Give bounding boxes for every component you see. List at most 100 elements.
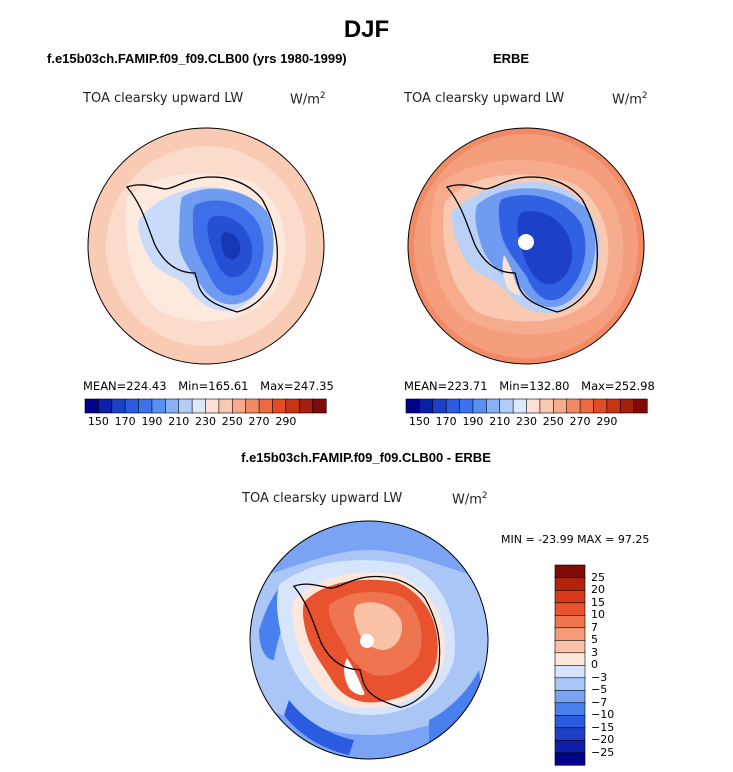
panel-1-min-label: Min=	[178, 379, 209, 393]
panel-3-colorbar-swatch	[554, 614, 586, 629]
panel-1-mean-label: MEAN=	[83, 379, 127, 393]
panel-2-colorbar-swatch	[419, 398, 434, 414]
panel-2-colorbar-swatch	[606, 398, 621, 414]
panel-1-colorbar-swatch	[191, 398, 207, 414]
panel-1-map	[87, 127, 325, 365]
panel-3-minmax: MIN = -23.99 MAX = 97.25	[501, 533, 650, 546]
panel-1-colorbar-swatch	[272, 398, 287, 414]
panel-2-colorbar-swatch	[432, 398, 447, 414]
panel-1-max-label: Max=	[260, 379, 294, 393]
panel-2-colorbar-tick-label: 230	[516, 415, 537, 428]
panel-3-colorbar-tick-label: 25	[591, 570, 605, 584]
panel-1-colorbar-tick-label: 290	[275, 415, 297, 428]
panel-2-max-value: 252.98	[614, 379, 655, 393]
panel-3-colorbar-swatch	[554, 702, 586, 716]
panel-3-colorbar-tick-label: 15	[591, 595, 605, 609]
panel-1-colorbar-swatch	[165, 398, 180, 414]
panel-3-variable-label: TOA clearsky upward LW	[242, 491, 403, 506]
panel-2-map	[407, 127, 645, 365]
panel-1-colorbar-swatch	[258, 398, 274, 414]
panel-1-colorbar-swatch	[312, 398, 327, 414]
panel-2-min-value: 132.80	[529, 379, 570, 393]
panel-3-map	[249, 520, 489, 760]
panel-3-title: f.e15b03ch.FAMIP.f09_f09.CLB00 - ERBE	[241, 450, 491, 465]
panel-2-stats: MEAN=223.71 Min=132.80 Max=252.98	[404, 379, 655, 393]
panel-1-colorbar	[84, 398, 327, 414]
panel-3-colorbar-ticks: 25 20 15 10 7 5 3 0 −3 −5 −7 −10 −15 −20 −25	[591, 565, 631, 765]
panel-3-colorbar-swatch	[554, 664, 586, 679]
panel-1-stats: MEAN=224.43 Min=165.61 Max=247.35	[83, 379, 334, 393]
panel-3-colorbar-tick-label: 7	[591, 620, 598, 634]
panel-1-variable-label: TOA clearsky upward LW	[83, 91, 244, 106]
panel-2-colorbar-swatch	[499, 398, 514, 414]
panel-2-colorbar-tick-label: 250	[542, 415, 564, 428]
panel-1-min-value: 165.61	[208, 379, 249, 393]
panel-3-colorbar-tick-label: −20	[591, 733, 615, 746]
panel-2-colorbar-swatch	[566, 398, 581, 414]
panel-2-title: ERBE	[492, 51, 530, 66]
panel-1-colorbar-swatch	[151, 398, 166, 414]
panel-3-colorbar-tick-label: 3	[591, 645, 598, 659]
panel-2-mean-label: MEAN=	[404, 379, 448, 393]
panel-1-mean-value: 224.43	[126, 379, 167, 393]
panel-3-colorbar-swatch	[554, 639, 586, 654]
panel-3-colorbar-swatch	[554, 589, 586, 604]
panel-3-colorbar-swatch	[554, 739, 586, 754]
panel-3-colorbar-tick-label: −7	[591, 695, 608, 709]
panel-1-colorbar-swatch	[245, 398, 260, 414]
panel-2-colorbar-tick-label: 150	[408, 415, 430, 428]
panel-3-colorbar-swatch	[554, 689, 586, 704]
panel-3-colorbar-tick-label: −15	[591, 720, 615, 734]
panel-3-colorbar-swatch	[554, 727, 586, 741]
panel-2-colorbar-tick-label: 290	[596, 415, 618, 428]
panel-1-colorbar-swatch	[205, 398, 220, 414]
panel-3-colorbar-swatch	[554, 564, 586, 579]
panel-2-colorbar-swatch	[579, 398, 595, 414]
panel-3-colorbar-swatch	[554, 752, 586, 766]
panel-2-colorbar-swatch	[445, 398, 461, 414]
panel-1-colorbar-swatch	[84, 398, 99, 414]
panel-1-colorbar-swatch	[138, 398, 153, 414]
panel-3-colorbar	[554, 564, 586, 766]
panel-2-colorbar	[405, 398, 648, 414]
panel-3-colorbar-tick-label: 10	[591, 608, 605, 621]
panel-2-colorbar-swatch	[405, 398, 420, 414]
panel-1-colorbar-tick-label: 150	[87, 415, 109, 428]
panel-3-colorbar-swatch	[554, 652, 586, 666]
panel-3-colorbar-swatch	[554, 677, 586, 691]
panel-1-colorbar-tick-label: 230	[195, 415, 216, 428]
panel-3-colorbar-tick-label: 20	[591, 583, 605, 596]
panel-2-max-label: Max=	[581, 379, 615, 393]
panel-2-colorbar-tick-label: 190	[462, 415, 484, 428]
panel-1-colorbar-tick-label: 210	[168, 415, 190, 428]
panel-2-colorbar-tick-label: 170	[435, 415, 457, 428]
panel-1-title: f.e15b03ch.FAMIP.f09_f09.CLB00 (yrs 1980…	[47, 51, 347, 66]
panel-1-colorbar-swatch	[98, 398, 113, 414]
panel-2-colorbar-swatch	[512, 398, 528, 414]
figure-title: DJF	[343, 16, 390, 43]
panel-1-colorbar-swatch	[231, 398, 247, 414]
panel-1-colorbar-swatch	[111, 398, 126, 414]
panel-3-colorbar-tick-label: −3	[591, 670, 608, 684]
panel-2-colorbar-tick-label: 270	[569, 415, 591, 428]
panel-3-colorbar-tick-label: −25	[591, 745, 615, 759]
panel-1-colorbar-swatch	[218, 398, 233, 414]
panel-3-colorbar-tick-label: 0	[591, 658, 598, 671]
panel-1-colorbar-tick-label: 270	[248, 415, 270, 428]
panel-1-colorbar-swatch	[298, 398, 314, 414]
panel-3-colorbar-swatch	[554, 714, 586, 729]
panel-2-colorbar-swatch	[486, 398, 501, 414]
panel-2-colorbar-swatch	[619, 398, 635, 414]
panel-1-colorbar-swatch	[124, 398, 140, 414]
panel-2-colorbar-swatch	[526, 398, 541, 414]
panel-2-colorbar-swatch	[633, 398, 648, 414]
panel-2-variable-label: TOA clearsky upward LW	[404, 91, 565, 106]
panel-2-colorbar-ticks: 150 170 190 210 230 250 270 290	[406, 415, 647, 429]
panel-1-colorbar-swatch	[285, 398, 300, 414]
panel-3-colorbar-tick-label: 5	[591, 633, 598, 646]
panel-2-colorbar-swatch	[459, 398, 474, 414]
panel-1-units-label: W/m2	[290, 91, 326, 108]
panel-2-colorbar-swatch	[552, 398, 568, 414]
panel-1-colorbar-tick-label: 250	[221, 415, 243, 428]
panel-3-colorbar-swatch	[554, 627, 586, 641]
